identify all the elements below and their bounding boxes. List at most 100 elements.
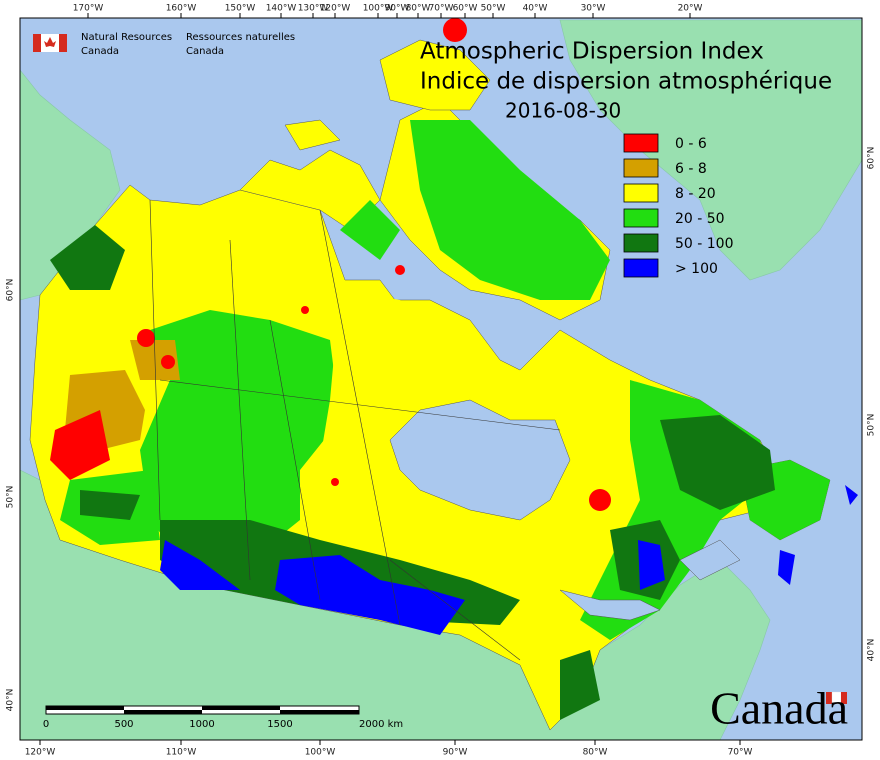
province-boundaries-shape <box>229 239 251 581</box>
legend-label: > 100 <box>675 261 718 277</box>
scale-label: 500 <box>114 719 133 730</box>
legend-swatch <box>623 158 659 178</box>
legend-label: 20 - 50 <box>675 211 725 227</box>
left-axis-label: 40°N <box>6 689 16 712</box>
title: Atmospheric Dispersion Index <box>420 39 764 65</box>
agency-en: Canada <box>81 46 119 57</box>
top-axis-label: 120°W <box>320 4 351 14</box>
index-zone-0-6-shape <box>443 18 467 42</box>
legend-swatch <box>623 133 659 153</box>
legend-label: 50 - 100 <box>675 236 734 252</box>
top-axis-label: 60°W <box>453 4 478 14</box>
index-zone-0-6 <box>50 18 611 511</box>
legend-label: 6 - 8 <box>675 161 707 177</box>
index-zone-50-100-shape <box>50 225 125 290</box>
province-boundaries-shape <box>159 379 561 431</box>
left-axis-label: 60°N <box>6 279 16 302</box>
left-axis-label: 50°N <box>6 486 16 509</box>
index-zone-20-50-shape <box>410 120 610 300</box>
legend-label: 8 - 20 <box>675 186 716 202</box>
legend-label: 0 - 6 <box>675 136 707 152</box>
legend-swatch <box>623 258 659 278</box>
canada-base-shape <box>239 149 381 231</box>
index-zone-0-6-shape <box>50 410 110 480</box>
water-bodies-shape <box>679 539 741 581</box>
bottom-axis-label: 100°W <box>305 748 336 758</box>
top-axis-label: 140°W <box>266 4 297 14</box>
index-zone-0-6-shape <box>301 306 309 314</box>
wordmark-flag-shape <box>841 692 847 704</box>
flag-icon-shape <box>44 37 56 47</box>
flag-icon <box>33 34 67 52</box>
top-axis-label: 100°W <box>363 4 394 14</box>
bottom-axis-label: 90°W <box>443 748 468 758</box>
top-axis-label: 50°W <box>481 4 506 14</box>
water-bodies-shape <box>559 589 661 621</box>
date: 2016-08-30 <box>505 99 621 123</box>
scale-label: 1500 <box>267 719 292 730</box>
scale-label: 1000 <box>189 719 214 730</box>
right-axis-label: 60°N <box>867 147 877 170</box>
top-axis-label: 80°W <box>406 4 431 14</box>
scale-bar <box>45 705 360 715</box>
top-axis-label: 130°W <box>298 4 329 14</box>
agency-en: Natural Resources <box>81 32 172 43</box>
top-axis-label: 40°W <box>523 4 548 14</box>
index-zone-8-20-shape <box>320 290 440 500</box>
bottom-axis-label: 110°W <box>166 748 197 758</box>
wordmark-flag <box>826 691 847 705</box>
canada-base-shape <box>379 39 491 111</box>
province-boundaries-shape <box>319 209 401 626</box>
flag-icon-shape <box>33 34 41 52</box>
legend-swatch <box>623 233 659 253</box>
index-zone-50-100-shape <box>660 415 775 510</box>
index-zone-above-100-shape <box>160 540 240 590</box>
index-zone-above-100-shape <box>275 555 465 635</box>
water-bodies <box>389 399 741 621</box>
index-zone-0-6-shape <box>137 329 155 347</box>
wordmark-flag-shape <box>826 692 832 704</box>
legend-swatch <box>623 208 659 228</box>
province-boundaries <box>149 199 561 661</box>
index-zone-0-6-shape <box>161 355 175 369</box>
title: Indice de dispersion atmosphérique <box>420 69 832 95</box>
index-zone-0-6-shape <box>395 265 405 275</box>
agency-fr: Ressources naturelles <box>186 32 295 43</box>
top-axis-label: 160°W <box>166 4 197 14</box>
scale-label: 0 <box>43 719 49 730</box>
water-bodies-shape <box>389 399 571 521</box>
other-land-shape <box>19 69 121 301</box>
flag-icon-shape <box>59 34 67 52</box>
top-axis-label: 90°W <box>385 4 410 14</box>
index-zone-0-6-shape <box>589 489 611 511</box>
scale-bar-shape <box>202 706 280 710</box>
index-zone-0-6-shape <box>331 478 339 486</box>
top-axis-label: 30°W <box>581 4 606 14</box>
bottom-axis-label: 70°W <box>728 748 753 758</box>
index-zone-above-100-shape <box>845 485 858 505</box>
index-zone-above-100-shape <box>638 540 665 590</box>
index-zone-20-50-shape <box>140 310 340 570</box>
top-axis-label: 150°W <box>225 4 256 14</box>
scale-bar-shape <box>280 710 359 714</box>
legend-swatch <box>623 183 659 203</box>
index-zone-above-100-shape <box>778 550 795 585</box>
canada-base-shape <box>284 119 341 151</box>
bottom-axis-label: 120°W <box>25 748 56 758</box>
index-zone-20-50-shape <box>340 200 400 260</box>
top-axis-label: 20°W <box>678 4 703 14</box>
province-boundaries-shape <box>149 199 161 521</box>
bottom-axis-label: 80°W <box>583 748 608 758</box>
right-axis-label: 40°N <box>867 639 877 662</box>
index-zone-50-100-shape <box>80 490 140 520</box>
top-axis-label: 70°W <box>429 4 454 14</box>
scale-bar-shape <box>46 706 124 710</box>
province-boundaries-shape <box>389 559 521 661</box>
province-boundaries-shape <box>269 319 321 601</box>
scale-bar-shape <box>124 710 202 714</box>
agency-fr: Canada <box>186 46 224 57</box>
wordmark: Canada <box>710 683 848 734</box>
index-zone-50-100-shape <box>560 650 600 720</box>
